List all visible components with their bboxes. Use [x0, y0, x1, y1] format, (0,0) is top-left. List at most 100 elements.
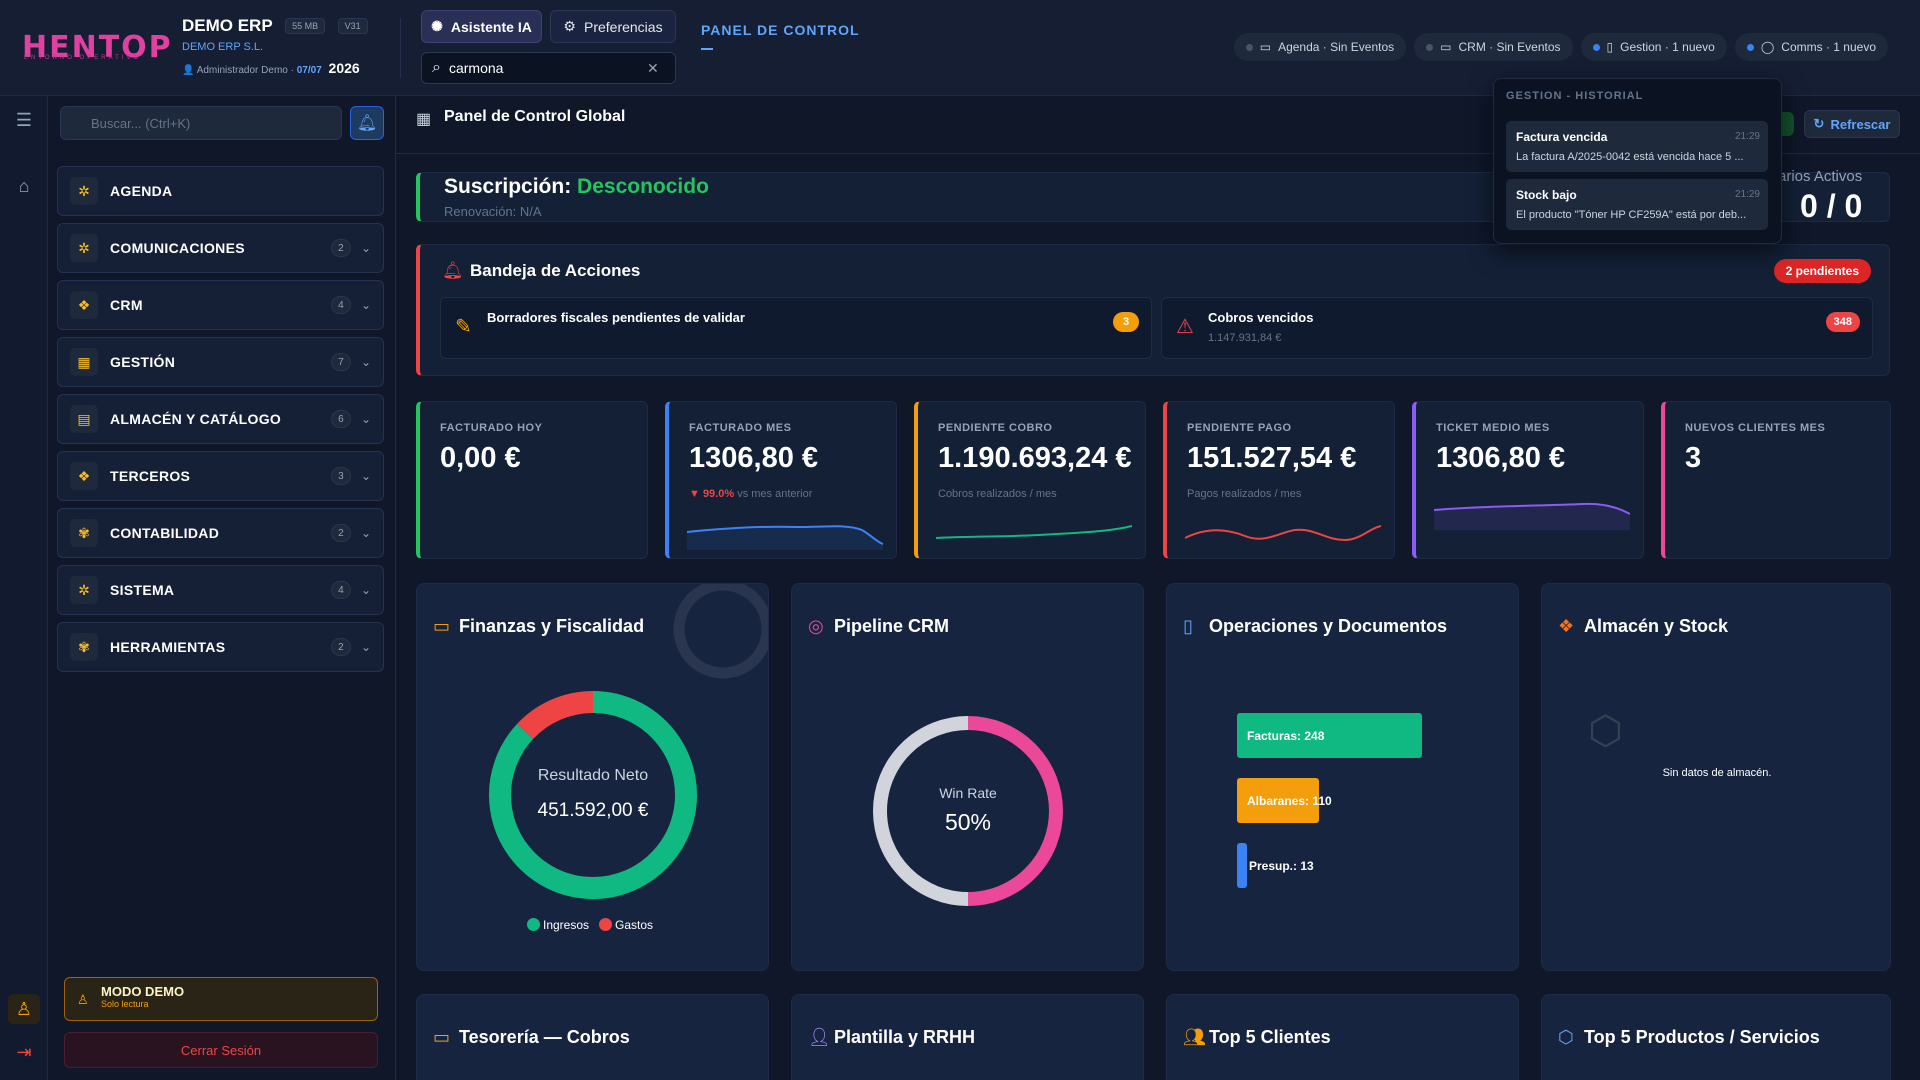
cash-icon: ▭	[433, 1027, 451, 1047]
module-icon: ▦	[70, 348, 98, 376]
actions-inbox: 🔔︎ Bandeja de Acciones 2 pendientes ✎ Bo…	[416, 244, 1890, 376]
notification-title: Stock bajo	[1516, 188, 1577, 202]
notification-title: Factura vencida	[1516, 130, 1608, 144]
card-plantilla: 👤︎ Plantilla y RRHH	[791, 994, 1144, 1080]
kpi-label: TICKET MEDIO MES	[1436, 422, 1550, 434]
kpi-card: FACTURADO HOY 0,00 €	[416, 401, 648, 559]
app-logo-subtitle: ENTORNO OPERATIVO	[24, 55, 142, 61]
sidebar-item-herramientas[interactable]: ✾ HERRAMIENTAS 2 ⌄	[57, 622, 384, 672]
bar-albaranes[interactable]: Albaranes: 110	[1237, 778, 1332, 823]
sidebar-item-sistema[interactable]: ✲ SISTEMA 4 ⌄	[57, 565, 384, 615]
card-title: Top 5 Clientes	[1209, 1027, 1331, 1047]
notifications-dropdown: GESTION - HISTORIAL Factura vencida 21:2…	[1493, 78, 1782, 244]
refresh-button[interactable]: ↻ Refrescar	[1804, 110, 1900, 138]
chip-crm[interactable]: ▭ CRM · Sin Eventos	[1414, 33, 1573, 61]
brand-name: DEMO ERP	[182, 16, 273, 35]
donut-slice-gastos[interactable]	[517, 691, 594, 740]
donut-slice-ganadas[interactable]	[967, 716, 1063, 906]
sidebar-search-input[interactable]: Buscar... (Ctrl+K)	[60, 106, 342, 140]
company-name: DEMO ERP S.L.	[182, 41, 264, 53]
notification-time: 21:29	[1734, 189, 1760, 200]
kpi-label: FACTURADO MES	[689, 422, 792, 434]
document-icon: ▯	[1183, 616, 1193, 636]
refresh-icon: ↻	[1813, 116, 1825, 131]
panel-tab[interactable]: PANEL DE CONTROL	[701, 22, 860, 38]
ai-assistant-button[interactable]: ✺ Asistente IA	[421, 10, 542, 43]
chip-comms[interactable]: ◯ Comms · 1 nuevo	[1734, 33, 1888, 61]
donut-center-value: 451.592,00 €	[538, 800, 649, 821]
sidebar: Buscar... (Ctrl+K) 🔔︎ ✲ AGENDA ✲ COMUNIC…	[48, 96, 396, 1080]
demo-mode-icon[interactable]: ♙	[8, 994, 40, 1024]
chip-gestion[interactable]: ▯ Gestion · 1 nuevo	[1580, 33, 1727, 61]
notifications-bell-button[interactable]: 🔔︎	[350, 106, 384, 140]
sidebar-item-crm[interactable]: ❖ CRM 4 ⌄	[57, 280, 384, 330]
kpi-value: 0,00 €	[440, 442, 521, 474]
document-icon: ▯	[1606, 40, 1614, 54]
brand-block: DEMO ERP 55 MB V31 DEMO ERP S.L. 👤 Admin…	[182, 16, 368, 76]
preferences-button[interactable]: ⚙ Preferencias	[550, 10, 676, 43]
legend-item[interactable]: Ingresos	[527, 918, 589, 932]
pie-chart-icon	[673, 584, 768, 679]
sidebar-item-almacen[interactable]: ▤ ALMACÉN Y CATÁLOGO 6 ⌄	[57, 394, 384, 444]
dropdown-header: GESTION - HISTORIAL	[1506, 90, 1644, 102]
size-badge: 55 MB	[285, 18, 326, 34]
chevron-down-icon: ⌄	[360, 355, 371, 369]
notification-time: 21:29	[1734, 131, 1760, 142]
current-date: 07/07	[296, 65, 322, 76]
bar-label: Facturas: 248	[1247, 728, 1325, 743]
notification-item[interactable]: Stock bajo 21:29 El producto "Tóner HP C…	[1506, 179, 1768, 230]
donut-slice-ingresos[interactable]	[489, 691, 697, 899]
bar-label: Albaranes: 110	[1247, 793, 1332, 808]
legend-item[interactable]: Gastos	[599, 918, 653, 932]
target-icon: ◎	[808, 616, 824, 636]
chevron-down-icon: ⌄	[360, 640, 371, 654]
sparkline	[936, 525, 1132, 539]
bar-label: Presup.: 13	[1249, 858, 1314, 873]
clear-search-icon[interactable]: ✕	[646, 59, 659, 76]
bar-presup[interactable]: Presup.: 13	[1237, 843, 1314, 888]
card-top-productos: ⬡ Top 5 Productos / Servicios	[1541, 994, 1891, 1080]
calendar-icon: ▭	[1259, 40, 1272, 54]
legend-swatch	[599, 918, 613, 931]
sidebar-item-count: 2	[330, 239, 351, 257]
donut-center-label: Resultado Neto	[538, 767, 648, 784]
inbox-title: Bandeja de Acciones	[470, 261, 641, 280]
logout-icon[interactable]: ⇥	[16, 1042, 32, 1062]
kpi-label: PENDIENTE COBRO	[938, 422, 1053, 434]
bar-facturas[interactable]: Facturas: 248	[1237, 713, 1422, 758]
notification-item[interactable]: Factura vencida 21:29 La factura A/2025-…	[1506, 121, 1768, 172]
status-dot	[1746, 43, 1754, 51]
sidebar-item-gestion[interactable]: ▦ GESTIÓN 7 ⌄	[57, 337, 384, 387]
home-icon[interactable]: ⌂	[18, 176, 30, 196]
chip-agenda[interactable]: ▭ Agenda · Sin Eventos	[1233, 33, 1407, 61]
task-badge: 3	[1113, 312, 1139, 332]
sparkle-icon: ✺	[431, 18, 443, 34]
user-icon: 👤︎	[808, 1027, 831, 1047]
chevron-down-icon: ⌄	[360, 583, 371, 597]
logout-button[interactable]: Cerrar Sesión	[64, 1032, 378, 1068]
demo-mode-title: MODO DEMO	[101, 984, 185, 999]
monitor-icon: ▭	[1440, 40, 1452, 54]
donut-center-label: Win Rate	[939, 785, 997, 801]
task-item[interactable]: ⚠ Cobros vencidos 1.147.931,84 € 348	[1161, 297, 1873, 359]
global-search-input[interactable]	[448, 60, 639, 76]
sidebar-item-agenda[interactable]: ✲ AGENDA	[57, 166, 384, 216]
donut-slice-perdidas[interactable]	[873, 716, 969, 906]
sidebar-item-comunicaciones[interactable]: ✲ COMUNICACIONES 2 ⌄	[57, 223, 384, 273]
status-dot	[1426, 43, 1434, 51]
notification-body: La factura A/2025-0042 está vencida hace…	[1516, 151, 1744, 163]
kpi-delta: ▼ 99.0%	[689, 488, 735, 500]
sidebar-item-contabilidad[interactable]: ✾ CONTABILIDAD 2 ⌄	[57, 508, 384, 558]
card-title: Plantilla y RRHH	[834, 1027, 976, 1047]
kpi-label: FACTURADO HOY	[440, 422, 543, 434]
task-item[interactable]: ✎ Borradores fiscales pendientes de vali…	[440, 297, 1152, 359]
hamburger-menu-icon[interactable]: ☰	[15, 110, 33, 130]
sidebar-item-count: 4	[330, 581, 351, 599]
card-tesoreria: ▭ Tesorería — Cobros	[416, 994, 769, 1080]
kpi-card: NUEVOS CLIENTES MES 3	[1661, 401, 1891, 559]
module-icon: ✲	[70, 576, 98, 604]
card-finanzas: ▭ Finanzas y Fiscalidad Resultado Neto 4…	[416, 583, 769, 971]
sidebar-item-terceros[interactable]: ❖ TERCEROS 3 ⌄	[57, 451, 384, 501]
kpi-card: PENDIENTE COBRO 1.190.693,24 € Cobros re…	[914, 401, 1146, 559]
kpi-value: 1306,80 €	[689, 442, 819, 474]
